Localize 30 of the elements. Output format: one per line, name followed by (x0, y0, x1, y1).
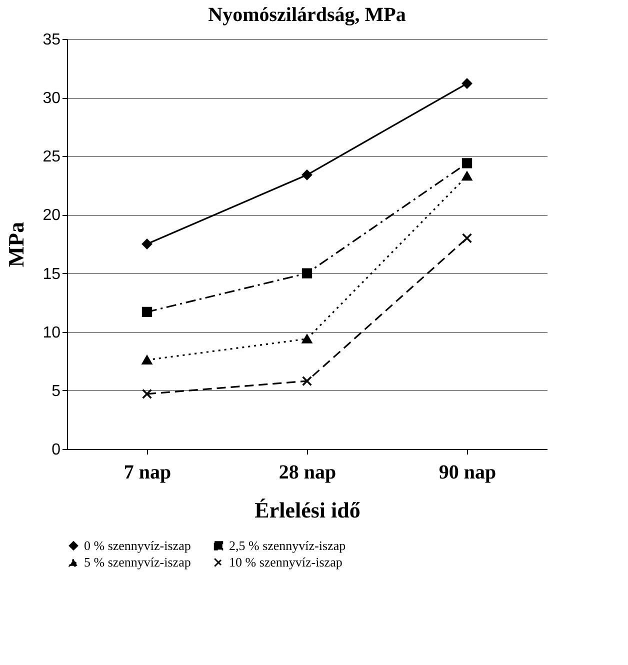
y-tick-label: 25 (42, 148, 61, 166)
point (302, 376, 312, 386)
y-tick-label: 35 (42, 32, 61, 48)
x-tick-label: 90 nap (438, 462, 496, 484)
point (462, 233, 472, 244)
x-tick-label: 7 nap (124, 462, 172, 484)
y-tick-label: 10 (42, 324, 61, 342)
point (142, 238, 152, 250)
x-axis-title: Érlelési idő (254, 498, 360, 522)
y-tick-label: 0 (52, 442, 61, 458)
legend-label: 10 % szennyvíz-iszap (229, 554, 342, 570)
point (462, 158, 472, 168)
point (142, 388, 152, 400)
point (302, 170, 312, 180)
y-axis-title: MPa (4, 222, 29, 268)
point (142, 306, 152, 318)
point (462, 172, 472, 181)
point (302, 268, 312, 278)
legend-label: 2,5 % szennyvíz-iszap (229, 538, 346, 553)
point (142, 355, 152, 364)
y-tick-label: 15 (42, 266, 61, 283)
point (462, 78, 472, 89)
x-tick-label: 28 nap (278, 462, 336, 484)
y-tick-label: 30 (42, 90, 61, 108)
legend-label: 5 % szennyvíz-iszap (84, 554, 191, 570)
point (302, 334, 312, 344)
legend-label: 0 % szennyvíz-iszap (84, 538, 191, 553)
chart-title: Nyomószilárdság, MPa (208, 4, 406, 26)
y-tick-label: 5 (52, 382, 61, 400)
y-tick-label: 20 (42, 207, 61, 224)
